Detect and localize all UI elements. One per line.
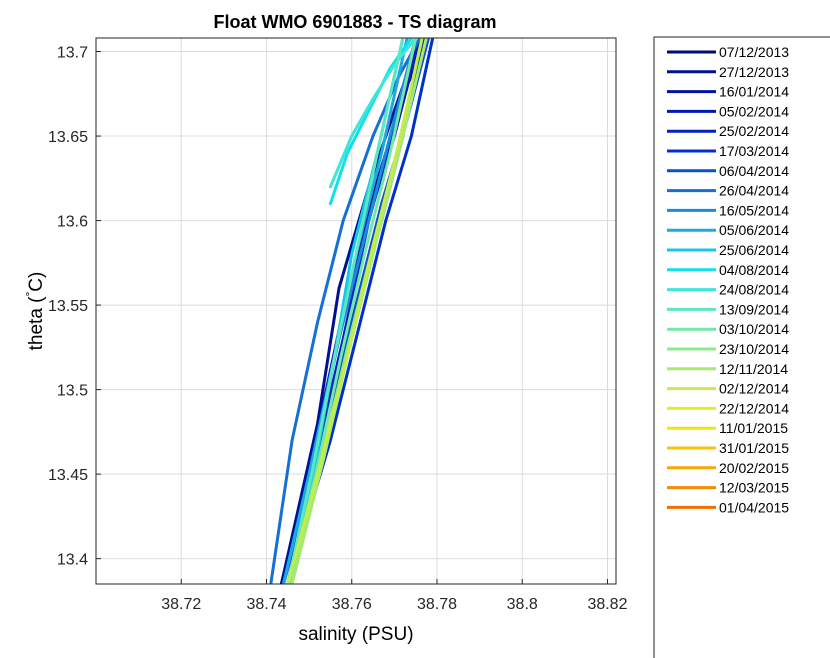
x-tick-label: 38.78	[417, 596, 457, 613]
legend-label: 24/08/2014	[719, 282, 789, 298]
series-line	[286, 38, 424, 584]
x-tick-label: 38.82	[587, 596, 627, 613]
legend-label: 12/03/2015	[719, 480, 789, 496]
x-axis-label: salinity (PSU)	[298, 624, 413, 645]
legend-label: 04/08/2014	[719, 262, 789, 278]
legend-label: 05/02/2014	[719, 103, 789, 119]
legend-label: 02/12/2014	[719, 381, 789, 397]
legend-label: 25/06/2014	[719, 242, 789, 258]
legend-label: 27/12/2013	[719, 64, 789, 80]
x-tick-label: 38.76	[332, 596, 372, 613]
y-axis-label-unit: C)	[26, 272, 47, 292]
chart-title: Float WMO 6901883 - TS diagram	[213, 12, 496, 32]
legend-label: 16/05/2014	[719, 202, 789, 218]
y-tick-label: 13.5	[57, 383, 88, 400]
x-axis-ticks: 38.72 38.74 38.76 38.78 38.8 38.82	[161, 579, 628, 613]
legend: 07/12/2013 27/12/2013 16/01/2014 05/02/2014…	[653, 36, 830, 658]
legend-label: 22/12/2014	[719, 400, 789, 416]
legend-label: 26/04/2014	[719, 183, 789, 199]
y-axis-ticks: 13.4 13.45 13.5 13.55 13.6 13.65 13.7	[48, 45, 101, 569]
legend-label: 03/10/2014	[719, 321, 789, 337]
plot-area-frame	[95, 37, 617, 585]
legend-label: 05/06/2014	[719, 222, 789, 238]
y-tick-label: 13.6	[57, 214, 88, 231]
x-tick-label: 38.72	[161, 596, 201, 613]
legend-label: 01/04/2015	[719, 499, 789, 515]
y-axis-label-degree: °	[23, 292, 37, 297]
legend-label: 06/04/2014	[719, 163, 789, 179]
legend-label: 17/03/2014	[719, 143, 789, 159]
series-lines	[269, 38, 435, 584]
legend-label: 25/02/2014	[719, 123, 789, 139]
legend-label: 07/12/2013	[719, 44, 789, 60]
series-line	[286, 38, 405, 584]
y-tick-label: 13.4	[57, 552, 88, 569]
legend-label: 23/10/2014	[719, 341, 789, 357]
y-tick-label: 13.7	[57, 45, 88, 62]
legend-label: 16/01/2014	[719, 84, 789, 100]
grid-lines	[96, 38, 616, 584]
legend-label: 12/11/2014	[719, 361, 788, 377]
y-tick-label: 13.45	[48, 467, 88, 484]
legend-label: 20/02/2015	[719, 460, 789, 476]
x-tick-label: 38.74	[246, 596, 286, 613]
legend-label: 11/01/2015	[719, 420, 788, 436]
legend-label: 13/09/2014	[719, 301, 789, 317]
x-tick-label: 38.8	[507, 596, 538, 613]
legend-label: 31/01/2015	[719, 440, 789, 456]
y-axis-label-main: theta (	[26, 296, 47, 351]
y-tick-label: 13.55	[48, 298, 88, 315]
series-line	[328, 38, 418, 189]
y-axis-label: theta (°C)	[23, 272, 47, 351]
y-tick-label: 13.65	[48, 129, 88, 146]
